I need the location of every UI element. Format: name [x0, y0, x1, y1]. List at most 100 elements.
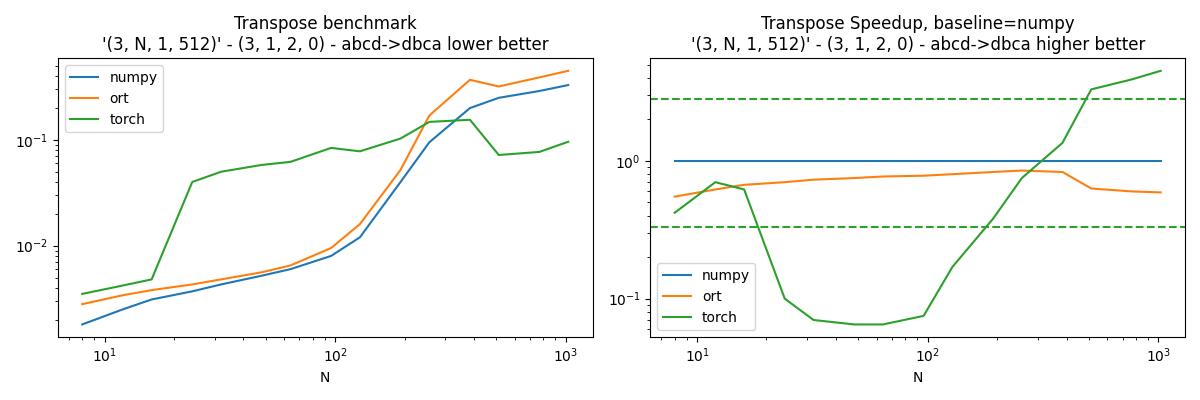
torch	[324, 146, 338, 150]
numpy	[254, 273, 269, 278]
ort	[778, 180, 792, 184]
ort	[115, 293, 130, 298]
numpy	[806, 158, 821, 163]
numpy	[1015, 158, 1030, 163]
ort	[492, 84, 506, 89]
numpy	[463, 106, 478, 110]
torch	[214, 169, 228, 174]
Line: ort: ort	[674, 170, 1160, 197]
numpy	[324, 254, 338, 258]
ort	[394, 168, 408, 172]
numpy	[986, 158, 1001, 163]
Line: ort: ort	[83, 71, 569, 304]
numpy	[283, 267, 298, 272]
ort	[463, 78, 478, 82]
ort	[353, 222, 367, 226]
torch	[422, 120, 437, 124]
ort	[986, 170, 1001, 174]
Title: Transpose benchmark
'(3, N, 1, 512)' - (3, 1, 2, 0) - abcd->dbca lower better: Transpose benchmark '(3, N, 1, 512)' - (…	[102, 15, 548, 54]
numpy	[76, 322, 90, 327]
Legend: numpy, ort, torch: numpy, ort, torch	[65, 65, 163, 132]
torch	[283, 160, 298, 164]
ort	[806, 177, 821, 182]
torch	[1084, 87, 1098, 92]
numpy	[708, 158, 722, 163]
numpy	[1084, 158, 1098, 163]
torch	[394, 136, 408, 141]
torch	[115, 283, 130, 288]
numpy	[917, 158, 931, 163]
numpy	[532, 88, 546, 93]
numpy	[115, 307, 130, 312]
torch	[144, 277, 158, 282]
ort	[1015, 168, 1030, 173]
numpy	[667, 158, 682, 163]
torch	[708, 180, 722, 184]
numpy	[1153, 158, 1168, 163]
torch	[463, 117, 478, 122]
ort	[1055, 170, 1069, 174]
numpy	[214, 282, 228, 287]
torch	[492, 152, 506, 157]
numpy	[185, 289, 199, 294]
torch	[562, 139, 576, 144]
numpy	[876, 158, 890, 163]
numpy	[737, 158, 751, 163]
numpy	[1124, 158, 1139, 163]
ort	[562, 68, 576, 73]
torch	[1153, 68, 1168, 73]
Line: torch: torch	[83, 120, 569, 294]
Line: torch: torch	[674, 71, 1160, 324]
ort	[283, 263, 298, 268]
ort	[737, 182, 751, 187]
Title: Transpose Speedup, baseline=numpy
'(3, N, 1, 512)' - (3, 1, 2, 0) - abcd->dbca h: Transpose Speedup, baseline=numpy '(3, N…	[690, 15, 1145, 54]
torch	[1055, 140, 1069, 145]
numpy	[492, 96, 506, 100]
ort	[1124, 189, 1139, 194]
torch	[353, 149, 367, 154]
ort	[324, 246, 338, 250]
torch	[847, 322, 862, 327]
torch	[946, 264, 960, 269]
numpy	[778, 158, 792, 163]
ort	[1084, 186, 1098, 191]
torch	[986, 216, 1001, 221]
ort	[876, 174, 890, 179]
torch	[806, 318, 821, 322]
torch	[185, 180, 199, 184]
torch	[917, 314, 931, 318]
torch	[1015, 176, 1030, 180]
ort	[214, 277, 228, 282]
ort	[917, 173, 931, 178]
numpy	[144, 297, 158, 302]
numpy	[1055, 158, 1069, 163]
ort	[1153, 190, 1168, 195]
ort	[708, 187, 722, 192]
numpy	[946, 158, 960, 163]
torch	[1124, 77, 1139, 82]
numpy	[353, 235, 367, 240]
numpy	[847, 158, 862, 163]
torch	[778, 296, 792, 301]
X-axis label: N: N	[320, 371, 330, 385]
Line: numpy: numpy	[83, 85, 569, 324]
numpy	[562, 83, 576, 88]
torch	[667, 210, 682, 215]
torch	[532, 150, 546, 154]
torch	[876, 322, 890, 327]
Legend: numpy, ort, torch: numpy, ort, torch	[658, 263, 756, 330]
ort	[254, 270, 269, 275]
ort	[144, 288, 158, 292]
torch	[737, 187, 751, 192]
numpy	[394, 180, 408, 184]
torch	[76, 292, 90, 296]
ort	[532, 75, 546, 80]
numpy	[422, 140, 437, 145]
ort	[946, 172, 960, 176]
ort	[847, 176, 862, 180]
ort	[422, 113, 437, 118]
ort	[76, 302, 90, 306]
ort	[667, 194, 682, 199]
ort	[185, 282, 199, 287]
torch	[254, 162, 269, 167]
